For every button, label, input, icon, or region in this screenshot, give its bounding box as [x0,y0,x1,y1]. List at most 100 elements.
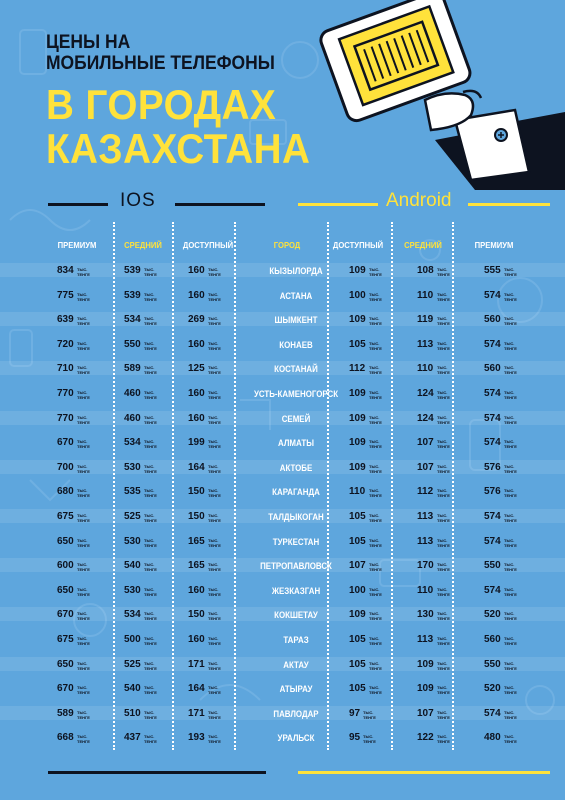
ios-budget-price: 150 [188,609,205,621]
android-mid-price: 113 [417,511,434,522]
ios-premium-price: 670 [57,437,74,449]
table-row: 589 ТЫС. ТЕНГЕ 510 ТЫС. ТЕНГЕ 171 ТЫС. ТЕНГЕ 9… [0,708,565,732]
unit-label: ТЫС. ТЕНГЕ [369,316,382,327]
table-row: 650 ТЫС. ТЕНГЕ 525 ТЫС. ТЕНГЕ 171 ТЫС. ТЕНГЕ 1… [0,659,565,683]
unit-label: ТЫС. ТЕНГЕ [144,709,157,720]
row-stripe [0,312,565,327]
unit-label: ТЫС. ТЕНГЕ [369,562,382,573]
unit-label: ТЫС. ТЕНГЕ [144,463,157,474]
unit-label: ТЫС. ТЕНГЕ [363,734,376,745]
table-row: 775 ТЫС. ТЕНГЕ 539 ТЫС. ТЕНГЕ 160 ТЫС. ТЕНГЕ 1… [0,290,565,314]
ios-mid-price: 530 [124,584,141,596]
ios-budget-price: 199 [188,437,205,449]
unit-label: ТЫС. ТЕНГЕ [504,316,517,327]
android-budget-price: 109 [349,388,366,399]
unit-label: ТЫС. ТЕНГЕ [437,390,450,400]
android-premium-price: 574 [484,584,501,596]
city-name: КОСТАНАЙ [274,364,318,375]
unit-label: ТЫС. ТЕНГЕ [77,611,90,622]
android-mid-price: 124 [417,388,434,399]
table-row: 700 ТЫС. ТЕНГЕ 530 ТЫС. ТЕНГЕ 164 ТЫС. ТЕНГЕ 1… [0,462,565,486]
android-premium-price: 576 [484,461,501,473]
unit-label: ТЫС. ТЕНГЕ [369,586,382,597]
unit-label: ТЫС. ТЕНГЕ [208,414,221,425]
android-budget-price: 100 [349,289,366,301]
ios-budget-price: 150 [188,511,205,522]
android-premium-price: 520 [484,683,501,695]
unit-label: ТЫС. ТЕНГЕ [369,291,382,302]
ios-premium-price: 600 [57,560,74,572]
unit-label: ТЫС. ТЕНГЕ [77,488,90,499]
table-row: 770 ТЫС. ТЕНГЕ 460 ТЫС. ТЕНГЕ 160 ТЫС. ТЕНГЕ 1… [0,388,565,412]
ios-budget-price: 160 [188,584,205,596]
ios-premium-price: 710 [57,363,74,375]
unit-label: ТЫС. ТЕНГЕ [437,365,450,376]
unit-label: ТЫС. ТЕНГЕ [504,365,517,376]
unit-label: ТЫС. ТЕНГЕ [437,685,450,696]
ios-budget-price: 164 [188,461,205,473]
city-name: ЖЕЗКАЗГАН [271,585,321,596]
android-mid-price: 108 [417,265,434,276]
android-budget-price: 109 [349,609,366,621]
row-stripe [0,558,565,573]
ios-mid-price: 535 [124,486,141,498]
unit-label: ТЫС. ТЕНГЕ [77,660,90,671]
android-mid-price: 122 [417,732,434,744]
row-stripe [0,263,565,277]
ios-budget-price: 150 [188,486,205,498]
ios-mid-price: 460 [124,388,141,399]
unit-label: ТЫС. ТЕНГЕ [437,414,450,425]
ios-budget-price: 165 [188,560,205,572]
ios-budget-price: 165 [188,535,205,547]
unit-label: ТЫС. ТЕНГЕ [208,340,221,351]
table-row: 670 ТЫС. ТЕНГЕ 534 ТЫС. ТЕНГЕ 199 ТЫС. ТЕНГЕ 1… [0,437,565,461]
android-mid-price: 107 [417,707,434,719]
city-name: СЕМЕЙ [281,413,311,424]
android-premium-price: 574 [484,338,501,350]
unit-label: ТЫС. ТЕНГЕ [369,340,382,351]
unit-label: ТЫС. ТЕНГЕ [504,660,517,671]
ios-premium-price: 680 [57,486,74,498]
city-name: ШЫМКЕНТ [274,315,318,326]
unit-label: ТЫС. ТЕНГЕ [144,414,157,425]
unit-label: ТЫС. ТЕНГЕ [77,562,90,573]
ios-budget-price: 171 [188,707,205,719]
city-name: ТАЛДЫКОГАН [268,512,324,522]
unit-label: ТЫС. ТЕНГЕ [208,562,221,573]
unit-label: ТЫС. ТЕНГЕ [504,709,517,720]
unit-label: ТЫС. ТЕНГЕ [77,439,90,450]
header-android-budget: ДОСТУПНЫЙ [332,240,384,250]
unit-label: ТЫС. ТЕНГЕ [437,463,450,474]
table-row: 650 ТЫС. ТЕНГЕ 530 ТЫС. ТЕНГЕ 160 ТЫС. ТЕНГЕ 1… [0,585,565,609]
city-name: УРАЛЬСК [277,733,315,744]
android-premium-price: 574 [484,289,501,301]
android-premium-price: 550 [484,560,501,572]
unit-label: ТЫС. ТЕНГЕ [144,611,157,622]
ios-premium-price: 650 [57,535,74,547]
unit-label: ТЫС. ТЕНГЕ [77,340,90,351]
table-row: 670 ТЫС. ТЕНГЕ 534 ТЫС. ТЕНГЕ 150 ТЫС. ТЕНГЕ 1… [0,609,565,633]
ios-divider-right [175,203,265,206]
android-budget-price: 105 [349,634,366,645]
ios-premium-price: 775 [57,289,74,301]
unit-label: ТЫС. ТЕНГЕ [77,513,90,523]
column-divider [234,222,236,750]
android-premium-price: 574 [484,437,501,449]
unit-label: ТЫС. ТЕНГЕ [504,562,517,573]
unit-label: ТЫС. ТЕНГЕ [504,586,517,597]
unit-label: ТЫС. ТЕНГЕ [77,709,90,720]
ios-premium-price: 770 [57,388,74,399]
unit-label: ТЫС. ТЕНГЕ [144,562,157,573]
unit-label: ТЫС. ТЕНГЕ [504,685,517,696]
android-premium-price: 550 [484,658,501,670]
unit-label: ТЫС. ТЕНГЕ [77,586,90,597]
unit-label: ТЫС. ТЕНГЕ [437,562,450,573]
header-android-premium: ПРЕМИУМ [474,240,514,250]
android-budget-price: 109 [349,314,366,326]
unit-label: ТЫС. ТЕНГЕ [369,390,382,400]
ios-premium-price: 834 [57,265,74,276]
ios-mid-price: 530 [124,535,141,547]
city-name: АЛМАТЫ [278,438,314,449]
unit-label: ТЫС. ТЕНГЕ [504,267,517,277]
ios-mid-price: 540 [124,560,141,572]
